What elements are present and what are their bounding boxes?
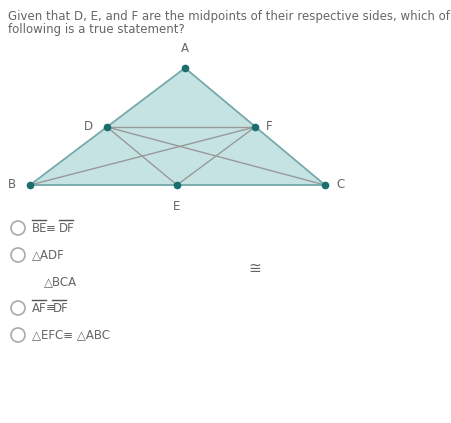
Text: DF: DF [52,302,68,314]
Text: BE: BE [32,222,47,234]
Text: ≅: ≅ [249,261,262,275]
Text: △EFC≡ △ABC: △EFC≡ △ABC [32,329,110,341]
Text: A: A [181,42,189,55]
Text: △ADF: △ADF [32,248,65,261]
Text: DF: DF [59,222,75,234]
Text: following is a true statement?: following is a true statement? [8,23,185,36]
Text: C: C [336,179,344,192]
Text: D: D [84,121,93,134]
Text: E: E [173,200,181,213]
Text: ≡: ≡ [46,302,55,314]
Text: B: B [8,179,16,192]
Text: F: F [266,121,272,134]
Text: △BCA: △BCA [44,275,77,288]
Text: ≡: ≡ [46,222,59,234]
Text: AF: AF [32,302,46,314]
Polygon shape [30,68,325,185]
Text: Given that D, E, and F are the midpoints of their respective sides, which of the: Given that D, E, and F are the midpoints… [8,10,451,23]
